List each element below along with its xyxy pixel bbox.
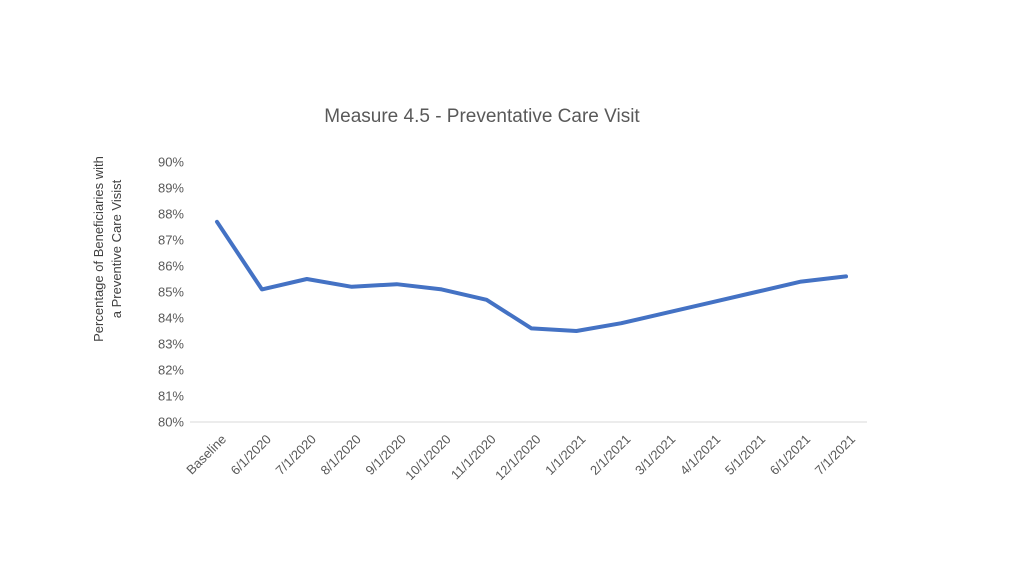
y-axis-title-line-2: a Preventive Care Visist bbox=[109, 179, 124, 318]
x-axis-tick-label: 1/1/2021 bbox=[542, 432, 588, 478]
x-axis-tick-label: 5/1/2021 bbox=[722, 432, 768, 478]
x-axis-tick-label: 2/1/2021 bbox=[587, 432, 633, 478]
x-axis-tick-label: Baseline bbox=[183, 432, 229, 478]
y-axis-tick-label: 86% bbox=[158, 259, 184, 274]
x-axis-tick-label: 4/1/2021 bbox=[677, 432, 723, 478]
x-axis-tick-label: 8/1/2020 bbox=[318, 432, 364, 478]
chart-title: Measure 4.5 - Preventative Care Visit bbox=[324, 106, 640, 127]
data-line bbox=[215, 219, 848, 333]
x-axis-tick-labels: Baseline6/1/20207/1/20208/1/20209/1/2020… bbox=[183, 432, 858, 484]
y-axis-tick-label: 84% bbox=[158, 311, 184, 326]
x-axis-tick-label: 11/1/2020 bbox=[448, 432, 499, 483]
x-axis-tick-label: 7/1/2020 bbox=[273, 432, 319, 478]
y-axis-tick-label: 90% bbox=[158, 155, 184, 170]
x-axis-tick-label: 6/1/2021 bbox=[767, 432, 813, 478]
x-axis-tick-label: 3/1/2021 bbox=[632, 432, 678, 478]
y-axis-title-line-1: Percentage of Beneficiaries with bbox=[91, 156, 106, 342]
y-axis-tick-label: 82% bbox=[158, 363, 184, 378]
x-axis-tick-label: 6/1/2020 bbox=[228, 432, 274, 478]
y-axis-tick-label: 81% bbox=[158, 389, 184, 404]
x-axis-tick-label: 9/1/2020 bbox=[362, 432, 408, 478]
y-axis-tick-labels: 80% 81% 82% 83% 84% 85% 86% 87% 88% 89% 90% bbox=[158, 155, 184, 430]
x-axis-tick-label: 12/1/2020 bbox=[492, 432, 544, 484]
y-axis-tick-label: 85% bbox=[158, 285, 184, 300]
y-axis-tick-label: 83% bbox=[158, 337, 184, 352]
y-axis-tick-label: 89% bbox=[158, 181, 184, 196]
y-axis-tick-label: 88% bbox=[158, 207, 184, 222]
x-axis-tick-label: 10/1/2020 bbox=[402, 432, 454, 484]
y-axis-tick-label: 80% bbox=[158, 415, 184, 430]
x-axis-tick-label: 7/1/2021 bbox=[812, 432, 858, 478]
y-axis-tick-label: 87% bbox=[158, 233, 184, 248]
